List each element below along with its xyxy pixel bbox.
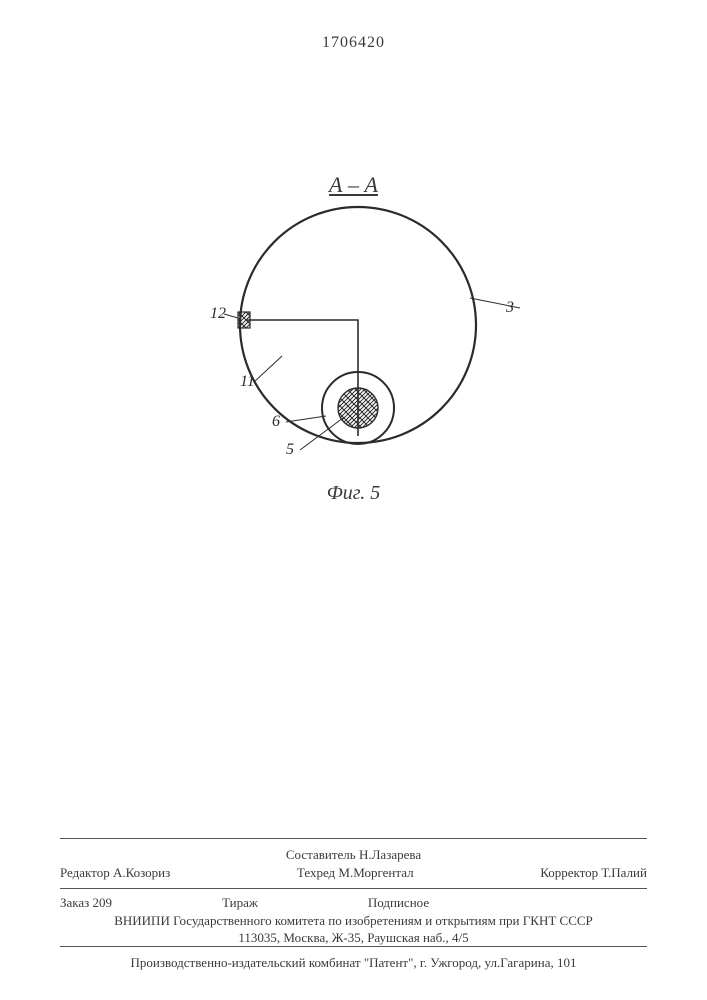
tab-rect — [238, 312, 250, 328]
org: ВНИИПИ Государственного комитета по изоб… — [60, 912, 647, 930]
credits-block: Составитель Н.Лазарева Редактор А.Козори… — [60, 846, 647, 881]
corrector-name: Т.Палий — [601, 865, 647, 880]
figure-diagram: 12 3 11 65 — [118, 200, 588, 480]
production: Производственно-издательский комбинат "П… — [60, 954, 647, 972]
editor-name: А.Козориз — [113, 865, 170, 880]
compiler-name: Н.Лазарева — [359, 847, 421, 862]
address: 113035, Москва, Ж-35, Раушская наб., 4/5 — [60, 929, 647, 947]
rule-3 — [60, 946, 647, 947]
techred-label: Техред — [297, 865, 335, 880]
hatched-core — [338, 388, 378, 428]
tirazh: Тираж — [222, 894, 258, 912]
document-number: 1706420 — [0, 34, 707, 52]
corrector-label: Корректор — [540, 865, 598, 880]
callout-3: 3 — [505, 299, 514, 316]
callouts: 12 3 11 65 — [210, 298, 520, 458]
editor-label: Редактор — [60, 865, 110, 880]
callout-6: 6 — [272, 413, 280, 430]
callout-11: 11 — [240, 373, 255, 390]
page: 1706420 А – А 12 3 11 65 Фиг. 5 Составитель… — [0, 0, 707, 1000]
techred-name: М.Моргентал — [338, 865, 413, 880]
rule-1 — [60, 838, 647, 839]
podpisnoe: Подписное — [368, 894, 429, 912]
order: Заказ 209 — [60, 894, 112, 912]
footer-block-1: Заказ 209 Тираж Подписное ВНИИПИ Государ… — [60, 894, 647, 947]
section-label: А – А — [0, 172, 707, 198]
compiler-label: Составитель — [286, 847, 356, 862]
footer-block-2: Производственно-издательский комбинат "П… — [60, 954, 647, 972]
callout-12: 12 — [210, 305, 226, 322]
callout-5: 5 — [286, 441, 294, 458]
rule-2 — [60, 888, 647, 889]
figure-caption: Фиг. 5 — [0, 482, 707, 505]
